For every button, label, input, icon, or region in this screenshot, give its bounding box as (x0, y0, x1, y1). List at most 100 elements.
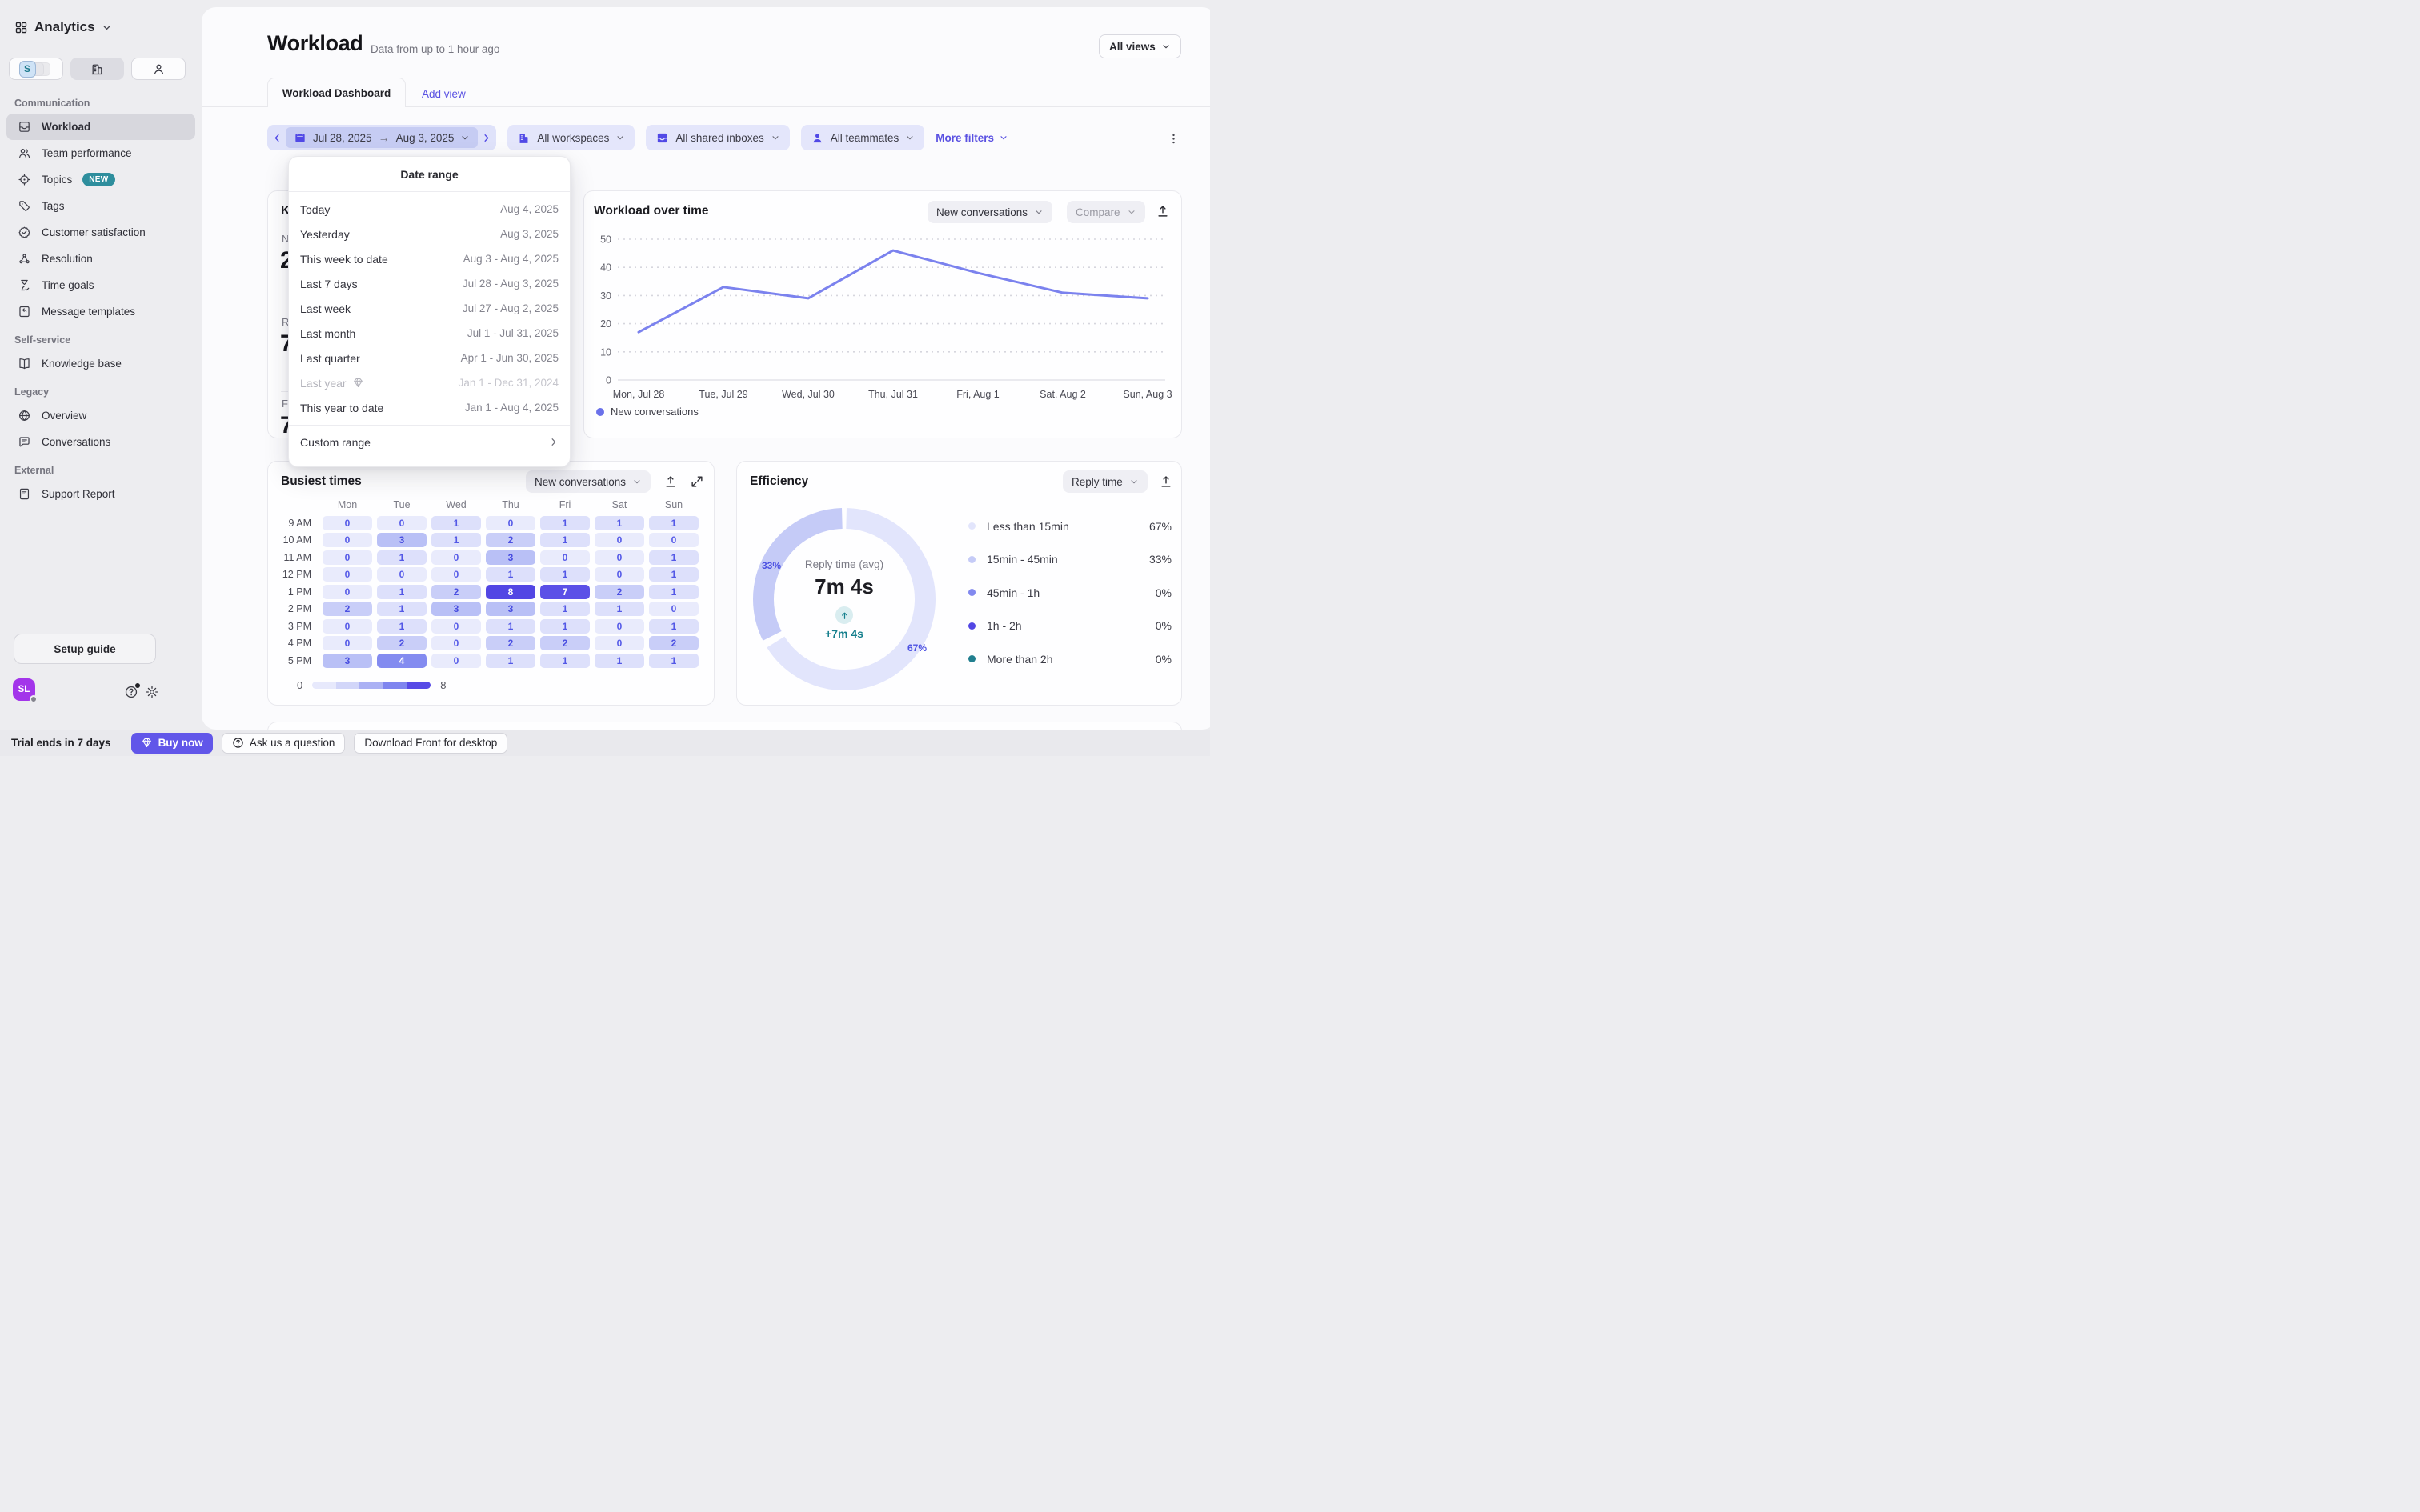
download-desktop-button[interactable]: Download Front for desktop (354, 732, 508, 754)
expand-button[interactable] (690, 474, 704, 489)
legend-dot (968, 622, 976, 630)
filter-pill-all-shared-inboxes[interactable]: All shared inboxes (646, 125, 790, 150)
sidebar-item-team-performance[interactable]: Team performance (6, 140, 195, 166)
menu-item-last-week[interactable]: Last week Jul 27 - Aug 2, 2025 (289, 296, 570, 321)
workspace-tab-company[interactable] (70, 58, 124, 80)
svg-text:40: 40 (600, 262, 611, 274)
svg-text:Sat, Aug 2: Sat, Aug 2 (1040, 389, 1086, 400)
menu-item-today[interactable]: Today Aug 4, 2025 (289, 197, 570, 222)
more-filters-button[interactable]: More filters (936, 132, 1008, 144)
menu-item-label: Last quarter (300, 351, 360, 365)
menu-item-value: Apr 1 - Jun 30, 2025 (460, 352, 559, 364)
metric-selector[interactable]: New conversations (928, 201, 1053, 223)
workspace-switcher-header[interactable]: Analytics (14, 19, 112, 35)
sidebar-item-message-templates[interactable]: Message templates (6, 298, 195, 325)
menu-item-last-year[interactable]: Last year Jan 1 - Dec 31, 2024 (289, 370, 570, 395)
avatar-status-dot (30, 695, 38, 703)
chart-title: Efficiency (750, 474, 809, 488)
filter-pill-all-workspaces[interactable]: All workspaces (507, 125, 635, 150)
sidebar-item-overview[interactable]: Overview (6, 402, 195, 429)
sidebar-item-knowledge-base[interactable]: Knowledge base (6, 350, 195, 377)
workspace-tab-spaces[interactable]: S (9, 58, 63, 80)
legend-value: 0% (1155, 652, 1172, 666)
sidebar-item-tags[interactable]: Tags (6, 193, 195, 219)
date-next-button[interactable] (481, 133, 491, 143)
heatmap-cell: 0 (431, 618, 481, 634)
menu-item-value: Aug 3, 2025 (500, 228, 559, 240)
date-range-button[interactable]: Jul 28, 2025 → Aug 3, 2025 (286, 127, 479, 148)
heatmap-cell: 0 (649, 533, 699, 547)
svg-text:Sun, Aug 3: Sun, Aug 3 (1123, 389, 1172, 400)
help-button[interactable] (124, 683, 140, 699)
gear-icon (146, 686, 158, 698)
menu-item-last-quarter[interactable]: Last quarter Apr 1 - Jun 30, 2025 (289, 346, 570, 370)
avatar[interactable]: SL (13, 678, 38, 703)
chevron-right-icon (551, 438, 556, 446)
sidebar-item-resolution[interactable]: Resolution (6, 246, 195, 272)
heatmap-day-header: Mon (337, 499, 358, 510)
export-button[interactable] (663, 474, 678, 489)
filter-pill-all-teammates[interactable]: All teammates (800, 125, 925, 150)
sidebar-nav: Communication Workload Team performance … (6, 88, 195, 507)
heatmap-cell: 1 (377, 618, 427, 634)
export-button[interactable] (1159, 474, 1173, 489)
menu-item-value: Jul 1 - Jul 31, 2025 (467, 327, 559, 339)
menu-item-custom-range[interactable]: Custom range (289, 425, 570, 458)
metric-selector[interactable]: New conversations (526, 470, 651, 493)
tab-add-view[interactable]: Add view (422, 87, 466, 100)
menu-item-this-week-to-date[interactable]: This week to date Aug 3 - Aug 4, 2025 (289, 246, 570, 271)
heatmap-cell: 1 (595, 515, 644, 530)
legend-dot (968, 589, 976, 597)
menu-item-last-month[interactable]: Last month Jul 1 - Jul 31, 2025 (289, 321, 570, 346)
heatmap-cell: 1 (540, 515, 590, 530)
all-views-button[interactable]: All views (1099, 34, 1181, 58)
metric-selector[interactable]: Reply time (1063, 470, 1148, 493)
heatmap-cell: 1 (649, 653, 699, 668)
heatmap-cell: 1 (431, 515, 481, 530)
sidebar-item-support-report[interactable]: Support Report (6, 481, 195, 507)
trial-countdown: Trial ends in 7 days (11, 737, 111, 749)
menu-item-last-7-days[interactable]: Last 7 days Jul 28 - Aug 3, 2025 (289, 271, 570, 296)
workspace-tab-personal[interactable] (131, 58, 186, 80)
svg-text:0: 0 (606, 375, 611, 386)
heatmap-cell: 0 (431, 653, 481, 668)
heatmap-corner (279, 497, 318, 513)
svg-text:50: 50 (600, 234, 611, 246)
heatmap-cell: 0 (595, 636, 644, 650)
workspace-s-badge: S (18, 60, 36, 78)
menu-item-value: Jan 1 - Dec 31, 2024 (458, 377, 559, 389)
legend-label: 15min - 45min (987, 553, 1058, 566)
person-icon (154, 64, 163, 74)
date-prev-button[interactable] (272, 133, 282, 143)
filter-overflow-menu-button[interactable] (1165, 130, 1181, 146)
donut-callout-left: 33% (762, 560, 782, 571)
compare-selector[interactable]: Compare (1067, 201, 1145, 223)
sidebar-item-time-goals[interactable]: Time goals (6, 272, 195, 298)
workload-over-time-card: Workload over time New conversations Com… (583, 190, 1182, 438)
sidebar-item-workload[interactable]: Workload (6, 114, 195, 140)
book-icon (19, 358, 30, 370)
more-filters-label: More filters (936, 131, 995, 144)
tag-icon (18, 199, 31, 213)
heatmap-cell: 1 (486, 567, 535, 582)
heatmap-cell: 1 (649, 515, 699, 530)
ask-question-button[interactable]: Ask us a question (221, 732, 346, 754)
heatmap-cell: 0 (431, 567, 481, 582)
sidebar-item-conversations[interactable]: Conversations (6, 429, 195, 455)
legend-label: Less than 15min (987, 519, 1069, 533)
heatmap-cell: 0 (595, 533, 644, 547)
sidebar-item-topics[interactable]: Topics NEW (6, 166, 195, 193)
menu-item-value: Aug 3 - Aug 4, 2025 (463, 253, 559, 265)
tab-workload-dashboard[interactable]: Workload Dashboard (267, 78, 406, 107)
download-desktop-label: Download Front for desktop (364, 737, 498, 749)
export-button[interactable] (1156, 204, 1170, 218)
setup-guide-button[interactable]: Setup guide (14, 634, 156, 664)
sidebar-item-label: Message templates (42, 306, 136, 318)
menu-item-this-year-to-date[interactable]: This year to date Jan 1 - Aug 4, 2025 (289, 395, 570, 420)
settings-button[interactable] (145, 685, 159, 699)
menu-item-yesterday[interactable]: Yesterday Aug 3, 2025 (289, 222, 570, 246)
inbox-f-icon (657, 133, 668, 142)
buy-now-button[interactable]: Buy now (130, 732, 213, 754)
building-icon (91, 64, 103, 74)
sidebar-item-customer-satisfaction[interactable]: Customer satisfaction (6, 219, 195, 246)
